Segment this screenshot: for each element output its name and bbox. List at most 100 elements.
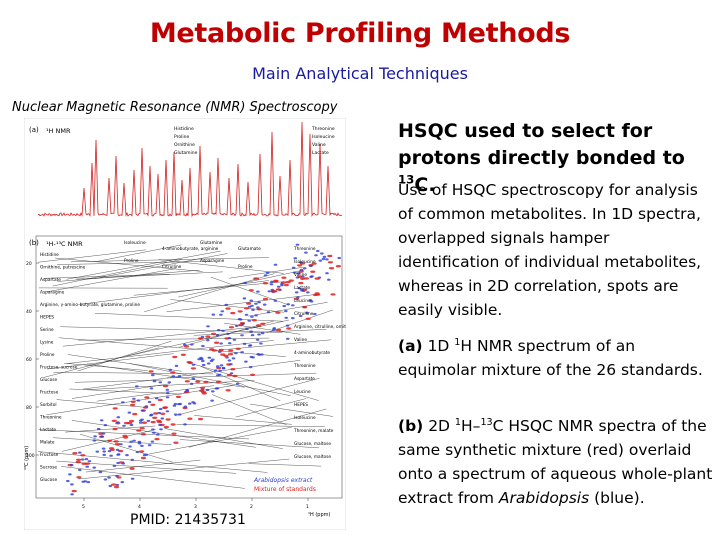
left-metabolite-label: Sorbitol (40, 402, 57, 408)
blue-spot (232, 338, 237, 341)
blue-spot (205, 388, 210, 392)
blue-spot (144, 405, 149, 408)
blue-spot (296, 272, 301, 275)
blue-spot (130, 458, 135, 461)
pmid-reference: PMID: 21435731 (128, 512, 248, 528)
blue-spot (256, 306, 260, 309)
right-metabolite-label: Valine (294, 272, 307, 278)
red-spot (223, 354, 229, 357)
top-metabolite-label: 4-aminobutyrate, arginine (162, 246, 219, 252)
blue-spot (286, 337, 290, 340)
blue-spot (291, 266, 296, 269)
blue-spot (298, 314, 303, 318)
red-spot (163, 425, 169, 429)
red-spot (230, 368, 236, 371)
left-metabolite-label: Histidine (40, 252, 59, 258)
right-metabolite-label: Threonine, malate (293, 428, 334, 434)
blue-spot (321, 257, 326, 261)
red-spot (144, 396, 150, 399)
blue-spot (215, 387, 220, 390)
red-spot (209, 348, 215, 351)
blue-spot (199, 356, 203, 359)
red-spot (303, 277, 309, 280)
blue-spot (250, 304, 254, 307)
slide-title: Metabolic Profiling Methods (149, 18, 571, 49)
leader-line (52, 259, 182, 287)
blue-spot (138, 419, 143, 422)
blue-spot (165, 410, 170, 413)
red-spot (156, 419, 162, 422)
blue-spot (282, 304, 287, 308)
red-spot (271, 290, 277, 293)
red-spot (298, 281, 304, 285)
blue-spot (256, 290, 260, 293)
blue-spot (191, 363, 196, 366)
red-spot (113, 485, 120, 489)
red-spot (230, 311, 236, 315)
blue-spot (302, 267, 307, 270)
blue-spot (166, 392, 170, 395)
blue-spot (177, 413, 182, 416)
red-spot (116, 476, 122, 479)
red-spot (275, 288, 282, 291)
top-metabolite-label: Proline (238, 264, 253, 270)
blue-spot (211, 390, 215, 393)
top-metabolite-label: Citrulline (162, 264, 182, 270)
blue-spot (173, 402, 178, 406)
red-spot (71, 489, 77, 493)
blue-spot (121, 462, 126, 465)
blue-spot (240, 334, 244, 337)
left-metabolite-label: Malate (40, 440, 55, 446)
blue-spot (235, 382, 240, 385)
blue-spot (120, 481, 125, 484)
blue-spot (70, 493, 74, 496)
red-spot (139, 427, 145, 430)
leader-line (78, 458, 290, 480)
blue-spot (305, 311, 309, 314)
red-spot (225, 389, 231, 392)
leader-line (166, 372, 317, 379)
x-tick-label: 2 (250, 504, 253, 510)
blue-spot (116, 461, 120, 465)
leader-line (57, 270, 200, 282)
left-metabolite-label: Glucose (40, 477, 57, 483)
red-spot (281, 276, 287, 279)
leader-line (178, 269, 305, 298)
blue-spot (269, 283, 274, 286)
red-spot (330, 293, 336, 296)
red-spot (310, 270, 316, 273)
leader-line (133, 281, 284, 296)
red-spot (75, 460, 81, 464)
blue-spot (146, 419, 151, 422)
blue-spot (320, 252, 324, 255)
blue-spot (119, 443, 123, 446)
leader-line (85, 380, 255, 390)
blue-spot (262, 303, 267, 306)
right-metabolite-label: Threonine (293, 363, 316, 369)
panel-a-letter: (a) (29, 126, 39, 134)
red-spot (112, 407, 118, 410)
red-spot (180, 353, 186, 356)
right-metabolite-label: Leucine (294, 298, 311, 304)
blue-spot (227, 337, 232, 340)
red-spot (262, 282, 268, 285)
blue-spot (135, 385, 139, 388)
blue-spot (327, 278, 331, 281)
blue-spot (183, 423, 187, 426)
blue-spot (270, 280, 274, 283)
blue-spot (318, 259, 323, 262)
leader-line (158, 259, 284, 274)
blue-spot (296, 296, 300, 299)
red-spot (285, 280, 291, 284)
blue-spot (174, 413, 178, 416)
left-metabolite-label: Asparagine (40, 290, 65, 296)
blue-spot (149, 413, 154, 416)
red-spot (130, 403, 136, 407)
red-spot (328, 267, 335, 270)
blue-spot (112, 464, 117, 467)
red-spot (141, 421, 148, 424)
red-spot (122, 434, 128, 438)
red-spot (297, 275, 303, 278)
leader-line (200, 366, 281, 401)
left-metabolite-label: Aspartate (40, 277, 61, 283)
